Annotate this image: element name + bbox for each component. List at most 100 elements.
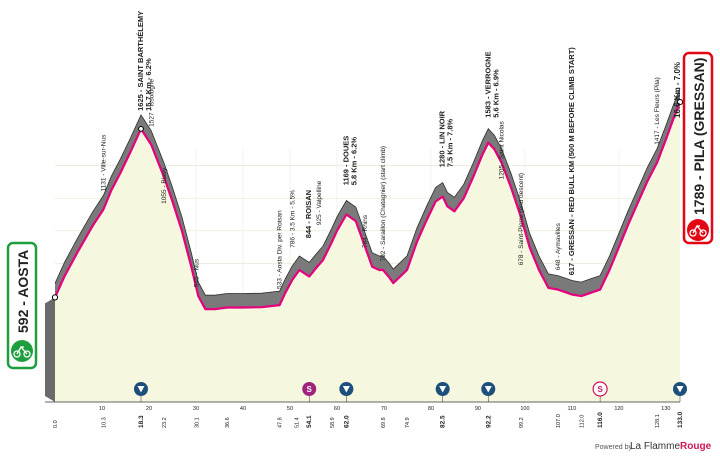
km-label: 54.1 [306,415,313,428]
timing-marker-glyph [439,386,447,393]
point-labels: 1131 - Ville-sur-Nus 1625 - SAINT BARTHÉL… [100,11,661,289]
brand-name-a: La Flamme [630,441,681,452]
km-label-group: 51.4 [295,417,301,428]
point-label: 784 - Rhins [362,214,369,248]
sprint-outline-marker-text: S [597,385,603,394]
point-label: 1527 - Issologne [148,78,155,126]
km-label: 112.0 [579,415,585,428]
km-label-group: 62.0 [343,415,350,428]
route-line [53,101,682,311]
start-label: 592 - AOSTA [15,250,31,333]
point-label-group: 533 - Aosta Div. per Roisan [277,210,284,289]
point-label-group: 1527 - Issologne [148,78,155,126]
km-label-group: 23.2 [162,417,168,428]
km-label: 128.1 [655,414,661,428]
point-climb-label: 7.5 Km - 7.8% [446,119,455,168]
km-tick-label: 70 [381,406,387,412]
km-tick-label: 10 [99,406,105,412]
km-tick-label: 20 [146,406,152,412]
km-label: 36.6 [225,417,231,428]
point-label: 1280 - LIN NOIR [438,110,447,167]
start-badge: 592 - AOSTA [6,241,38,370]
bicycle-icon [689,224,707,237]
km-label-group: 99.2 [519,417,525,428]
point-label: 1055 - Blavy [161,167,168,204]
km-label-group: 54.1 [306,415,313,428]
km-tick-label: 60 [334,406,340,412]
point-label: 1417 - Les Fleurs (Pila) [654,77,661,145]
brand-logo: La FlammeRouge [630,441,711,452]
km-tick-label: 40 [240,406,246,412]
km-label: 62.0 [343,415,350,428]
profile-left-wall [45,297,55,402]
sprint-marker-text: S [307,385,313,394]
km-label-group: 47.8 [278,417,284,428]
point-label: 545 - Nus [193,258,200,287]
point-label-group: 1131 - Ville-sur-Nus [100,134,107,192]
km-tick-label: 120 [614,406,623,412]
bicycle-icon [13,345,31,358]
point-label: 844 - ROISAN [304,190,313,238]
km-label: 82.5 [440,415,447,428]
km-tick-label: 110 [568,406,577,412]
km-label-group: 82.5 [440,415,447,428]
bike-icon-start [11,340,33,362]
km-label: 18.3 [138,415,145,428]
km-label-group: 30.1 [194,417,200,428]
km-label: 74.9 [405,417,411,428]
profile-area-fill [55,102,680,402]
point-label-group: 678 - Saint-Pierre (end descent) [518,173,525,266]
point-climb-label: 5.6 Km - 6.9% [491,69,500,118]
point-label-group: 784 - Rhins [362,214,369,248]
km-label: 99.2 [519,417,525,428]
km-label: 92.2 [485,415,492,428]
km-label-group: 74.9 [405,417,411,428]
point-label: 1625 - SAINT BARTHÉLEMY [136,11,145,111]
km-label-group: 69.8 [381,417,387,428]
point-label: 1583 - VERROGNE [483,51,492,117]
km-label-group: 10.3 [101,417,107,428]
point-label-group: 1583 - VERROGNE 5.6 Km - 6.9% [483,51,500,117]
profile-top-edge [54,87,681,296]
bike-icon-finish [687,219,709,241]
km-label-group: 18.3 [138,415,145,428]
point-label-group: 1280 - LIN NOIR 7.5 Km - 7.8% [438,110,455,167]
km-label: 10.3 [101,417,107,428]
finish-climb: 16.6 Km - 7.0% [673,62,682,118]
km-tick-label: 90 [475,406,481,412]
km-label-group: 116.0 [597,412,604,428]
km-label: 133.0 [677,411,684,428]
km-label: 51.4 [295,417,301,428]
point-label: 1169 - DOUES [341,136,350,186]
km-label-group: 36.6 [225,417,231,428]
km-label: 69.8 [381,417,387,428]
km-axis: 0.0 10.3 18.3 23.2 30.1 36.6 47.8 51.4 54.1 58.9 6… [53,406,684,428]
point-label: 648 - Aymavilles [555,222,562,270]
km-label-group: 107.0 [556,414,562,428]
km-label: 0.0 [53,420,59,428]
km-label: 30.1 [194,417,200,428]
point-label-group: 925 - Valpelline [316,180,323,225]
km-label-group: 128.1 [655,414,661,428]
point-label-group: 648 - Aymavilles [555,222,562,270]
point-label-group: 786 - 3.5 Km - 5.5% [289,190,296,248]
km-tick-label: 30 [193,406,199,412]
point-label: 678 - Saint-Pierre (end descent) [518,173,525,266]
point-label: 617 - GRESSAN - RED BULL KM (500 M BEFOR… [567,47,576,276]
point-label-group: 702 - Saraillon (Chatagnier) (start clim… [380,146,387,262]
km-label: 107.0 [556,414,562,428]
point-label-group: 1205 - Saint Nicolas [498,120,505,179]
point-label: 533 - Aosta Div. per Roisan [277,210,284,289]
km-tick-label: 50 [287,406,293,412]
km-label-group: 112.0 [579,415,585,428]
point-label-group: 617 - GRESSAN - RED BULL KM (500 M BEFOR… [567,47,576,276]
finish-point [676,99,684,106]
finish-label: 1789 - PILA (GRESSAN) [691,58,707,215]
timing-marker-glyph [137,386,145,393]
km-tick-label: 100 [520,406,529,412]
point-label-group: 1055 - Blavy [161,167,168,204]
point-label-group: 844 - ROISAN [304,190,313,238]
point-climb-label: 15.7 Km - 6.2% [144,58,153,111]
